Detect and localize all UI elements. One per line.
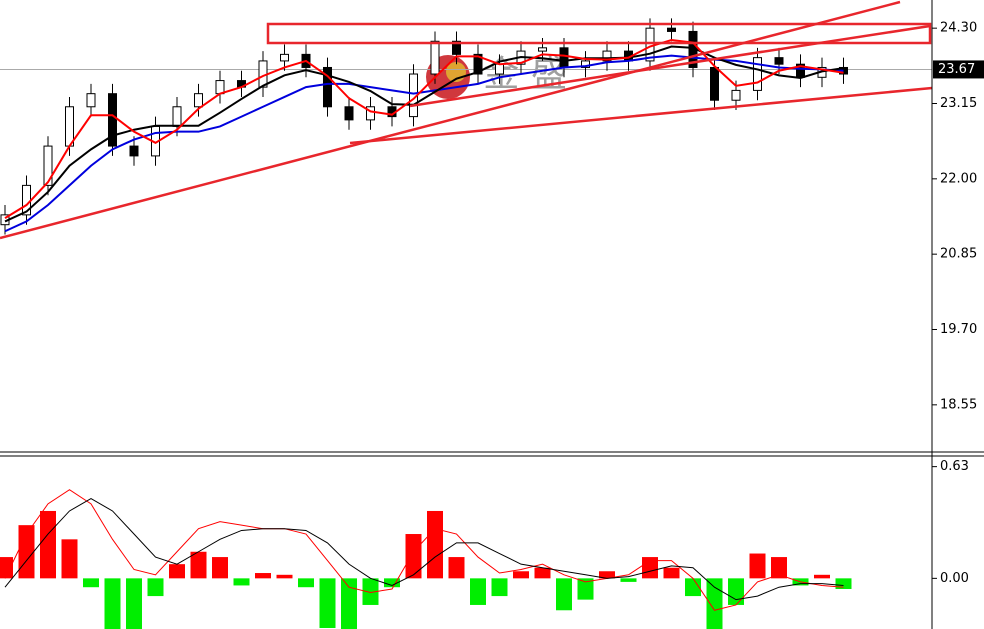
y-tick-label: 22.00 [940,171,977,186]
candle-body [473,53,483,75]
candle-body [581,60,590,68]
macd-bar [405,534,422,579]
candle-body [129,145,139,157]
resistance-box [266,22,932,45]
trend-line [349,86,933,145]
y-tick-label: 0.63 [940,459,969,474]
macd-bar [255,573,271,579]
y-tick-label: 19.70 [940,322,977,337]
macd-panel: 0.63 0.00 [0,459,969,629]
y-tick-label: 18.55 [940,397,977,412]
last-price-label: 23.67 [938,62,975,77]
macd-bar [212,557,228,579]
macd-bar [104,578,121,629]
macd-bar [642,557,658,579]
macd-bar [771,557,787,579]
candle-body [86,93,96,108]
candle-body [108,93,117,147]
candle-body [194,93,203,108]
macd-bar [18,525,35,579]
macd-bar [233,578,250,586]
trend-line [409,24,931,108]
macd-bar [663,567,680,579]
macd-bar [685,578,701,597]
macd-bar [749,553,766,579]
candle-body [495,63,504,75]
indicator-line [4,497,844,601]
macd-bar [40,510,56,579]
macd-bar [728,578,744,605]
macd-bar [362,578,379,605]
macd-bar [620,578,637,582]
macd-bar [577,578,594,600]
candle-body [366,106,375,121]
candle-body [731,89,741,101]
candle-body [65,106,74,147]
candle-body [43,145,53,186]
candle-body [215,80,225,95]
candle-body [667,27,676,32]
candle-body [559,47,569,68]
trend-line [0,0,901,240]
indicator-line [4,489,844,611]
macd-bar [147,578,164,597]
candle-body [753,57,762,91]
candle-body [602,50,612,62]
macd-bar [0,557,13,579]
macd-bar [341,578,357,629]
macd-bar [190,551,207,579]
candle-body [774,57,784,65]
y-tick-label: 20.85 [940,247,977,262]
macd-bar [448,557,465,579]
macd-bar [513,571,529,579]
macd-bar [599,571,615,579]
macd-bar [470,578,486,605]
macd-bar [83,578,99,588]
macd-bar [706,578,723,629]
macd-bar [169,564,185,579]
candle-body [645,27,655,62]
macd-bar [384,578,400,588]
y-tick-label: 23.15 [940,96,977,111]
y-tick-label: 24.30 [940,21,977,36]
candle-body [280,53,289,62]
macd-bar [534,567,551,579]
macd-bar [319,578,336,628]
candle-body [538,47,547,52]
macd-bar [491,578,508,597]
macd-bar [298,578,314,588]
macd-bar [126,578,142,629]
annotations [0,0,933,240]
candle-body [710,66,719,101]
candle-body [172,106,182,127]
last-price-tag [933,60,984,79]
macd-bar [814,574,830,579]
candle-body [323,66,332,108]
macd-bar [61,539,78,579]
macd-bar [427,510,443,579]
macd-bar [835,578,852,589]
price-panel: 24.30 23.15 22.00 20.85 19.70 18.55 23.67 [0,18,984,412]
candle-body [430,40,440,75]
macd-bar [276,574,293,579]
candle-body [452,40,461,55]
y-tick-label: 0.00 [940,571,969,586]
macd-bar [556,578,572,611]
candle-body [344,106,354,121]
